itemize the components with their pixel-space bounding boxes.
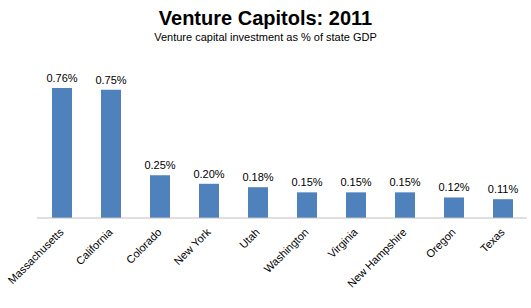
svg-text:Utah: Utah [237, 226, 262, 251]
svg-text:0.12%: 0.12% [438, 181, 469, 193]
svg-text:Virginia: Virginia [325, 225, 360, 260]
svg-text:0.75%: 0.75% [95, 74, 126, 86]
svg-text:0.15%: 0.15% [340, 176, 371, 188]
svg-text:0.18%: 0.18% [242, 171, 273, 183]
svg-text:0.15%: 0.15% [389, 176, 420, 188]
svg-text:0.20%: 0.20% [193, 168, 224, 180]
svg-text:0.25%: 0.25% [144, 159, 175, 171]
svg-text:Oregon: Oregon [423, 226, 457, 260]
html-text:Venture capital investment as: Venture capital investment as % of state… [154, 31, 377, 43]
svg-text:0.11%: 0.11% [488, 183, 519, 195]
svg-text:0.76%: 0.76% [46, 72, 77, 84]
svg-text:Washington: Washington [261, 226, 310, 275]
svg-text:Colorado: Colorado [124, 226, 164, 266]
svg-text:New Hampshire: New Hampshire [345, 226, 409, 290]
svg-text:California: California [73, 225, 115, 267]
svg-text:Texas: Texas [478, 225, 507, 254]
svg-text:0.15%: 0.15% [291, 176, 322, 188]
html-text:Venture Capitols: 2011: Venture Capitols: 2011 [158, 7, 373, 29]
svg-text:Massachusetts: Massachusetts [8, 225, 66, 286]
svg-text:New York: New York [171, 225, 213, 267]
